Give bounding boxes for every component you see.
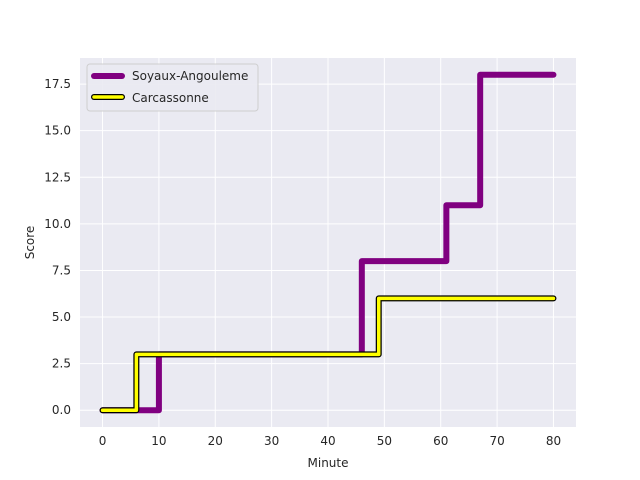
grid bbox=[80, 58, 576, 427]
x-tick-label: 10 bbox=[151, 434, 166, 448]
y-tick-label: 7.5 bbox=[52, 263, 71, 277]
tick-labels: 0 10 20 30 40 50 60 70 80 0.0 2.5 5.0 7.5 10.0 12.5 15.… bbox=[44, 77, 561, 448]
legend-label-soyaux: Soyaux-Angouleme bbox=[132, 69, 248, 83]
series-line-carcassonne bbox=[100, 296, 556, 412]
legend-label-carcassonne: Carcassonne bbox=[132, 91, 209, 105]
x-tick-label: 40 bbox=[320, 434, 335, 448]
y-axis-label: Score bbox=[23, 226, 37, 260]
y-tick-label: 5.0 bbox=[52, 310, 71, 324]
series-layer bbox=[99, 71, 557, 414]
y-tick-label: 17.5 bbox=[44, 77, 71, 91]
x-tick-label: 50 bbox=[377, 434, 392, 448]
x-tick-label: 60 bbox=[433, 434, 448, 448]
y-tick-label: 10.0 bbox=[44, 217, 71, 231]
x-tick-label: 70 bbox=[489, 434, 504, 448]
series-line-soyaux-angouleme bbox=[99, 71, 557, 414]
x-tick-label: 0 bbox=[99, 434, 107, 448]
x-tick-label: 20 bbox=[208, 434, 223, 448]
x-axis-label: Minute bbox=[308, 456, 349, 470]
y-tick-label: 15.0 bbox=[44, 124, 71, 138]
y-tick-label: 0.0 bbox=[52, 403, 71, 417]
legend: Soyaux-Angouleme Carcassonne bbox=[86, 63, 259, 112]
y-tick-label: 2.5 bbox=[52, 357, 71, 371]
legend-box bbox=[86, 63, 259, 112]
y-tick-label: 12.5 bbox=[44, 170, 71, 184]
x-tick-label: 30 bbox=[264, 434, 279, 448]
x-tick-label: 80 bbox=[546, 434, 561, 448]
